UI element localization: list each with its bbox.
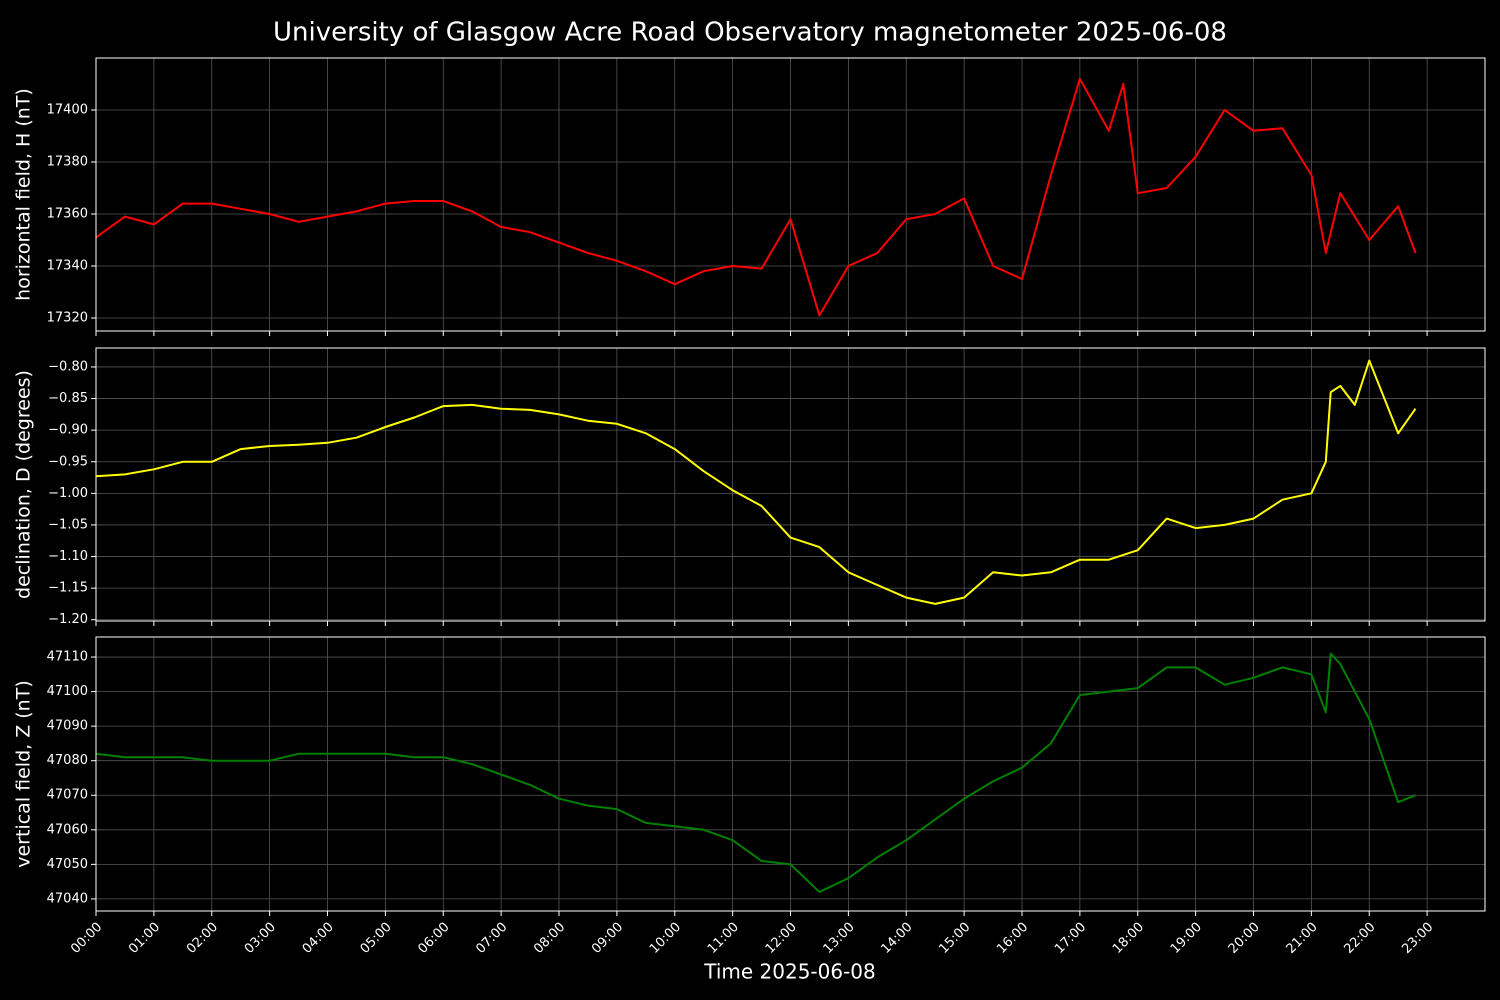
y-tick-label: −1.10 [48,549,88,564]
axes-frame [95,636,1486,912]
x-axis-label: Time 2025-06-08 [703,960,876,984]
y-tick-label: −1.20 [48,612,88,627]
y-tick-label: −0.80 [48,359,88,374]
y-tick-label: 17360 [47,207,88,222]
y-tick-label: 47080 [47,753,88,768]
y-tick-label: 47110 [47,650,88,665]
y-axis-label: declination, D (degrees) [13,370,35,599]
chart-title: University of Glasgow Acre Road Observat… [273,18,1227,48]
y-tick-label: 47050 [47,857,88,872]
y-tick-label: −0.90 [48,423,88,438]
data-line [95,77,1417,317]
y-tick-label: 17320 [47,311,88,326]
y-tick-label: 47100 [47,684,88,699]
y-tick-label: 47070 [47,788,88,803]
axes-frame [95,347,1486,622]
y-tick-label: 47060 [47,822,88,837]
y-tick-label: 47090 [47,719,88,734]
y-tick-label: −0.85 [48,391,88,406]
y-tick-label: 47040 [47,891,88,906]
y-axis-label: horizontal field, H (nT) [13,88,35,301]
y-tick-label: −1.05 [48,517,88,532]
data-line [95,652,1416,893]
data-line [95,359,1417,605]
y-tick-label: −0.95 [48,454,88,469]
axes-frame [95,57,1486,332]
y-tick-label: 17340 [47,259,88,274]
y-tick-label: 17400 [47,103,88,118]
y-tick-label: −1.15 [48,581,88,596]
y-tick-label: 17380 [47,155,88,170]
y-axis-label: vertical field, Z (nT) [13,680,35,868]
y-tick-label: −1.00 [48,486,88,501]
